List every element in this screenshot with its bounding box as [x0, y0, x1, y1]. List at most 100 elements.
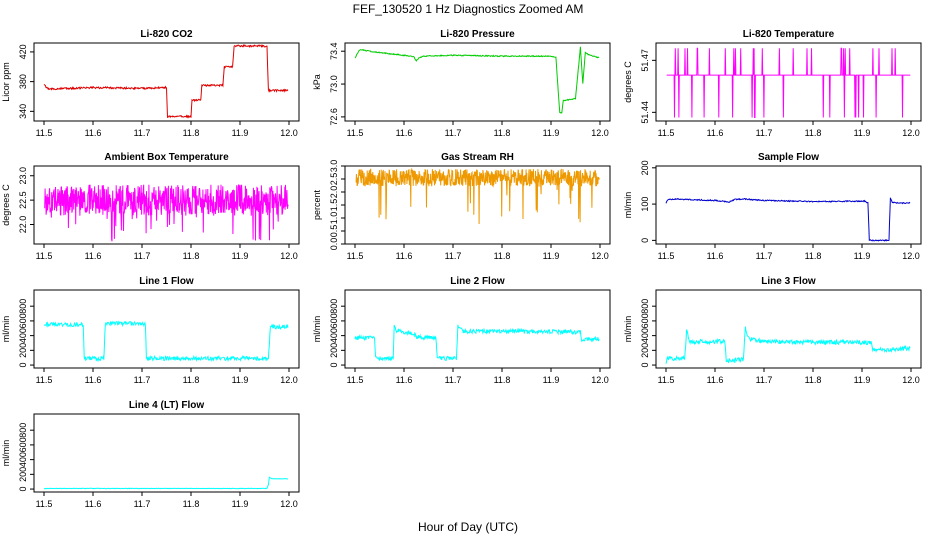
panel-title: Li-820 CO2	[140, 29, 193, 40]
series-line	[665, 197, 911, 242]
series-line	[666, 47, 911, 118]
y-tick-label: 340	[18, 104, 28, 119]
panel-title: Li-820 Temperature	[743, 29, 835, 40]
x-tick-label: 11.9	[543, 251, 560, 261]
x-tick-label: 11.8	[183, 499, 200, 509]
y-tick-label: 0	[18, 487, 28, 492]
y-tick-label: 200	[640, 343, 650, 358]
y-tick-label: 600	[640, 313, 650, 328]
x-tick-label: 11.9	[543, 375, 560, 385]
x-tick-label: 11.5	[658, 128, 675, 138]
y-tick-label: 600	[329, 313, 339, 328]
x-tick-label: 11.5	[347, 251, 364, 261]
y-tick-label: 1.0	[329, 212, 339, 225]
plot-frame	[33, 165, 300, 245]
panel-grid: Li-820 CO2 Licor ppm 340 380 420 11.5 11.6 11.7…	[1, 29, 922, 509]
x-tick-label: 11.8	[805, 375, 822, 385]
y-tick-label: 200	[640, 160, 650, 175]
y-tick-label: 400	[18, 452, 28, 467]
y-tick-label: 51.47	[640, 49, 650, 72]
y-axis-label: ml/min	[623, 316, 633, 343]
x-tick-label: 11.6	[396, 128, 413, 138]
plot-frame	[655, 42, 922, 122]
y-tick-label: 2.0	[329, 186, 339, 199]
plot-frame	[344, 289, 611, 369]
x-tick-label: 11.8	[805, 128, 822, 138]
x-tick-label: 11.5	[36, 251, 53, 261]
x-tick-label: 11.9	[232, 375, 249, 385]
plot-frame	[344, 42, 611, 122]
x-tick-label: 11.8	[494, 251, 511, 261]
plot-frame	[655, 165, 922, 245]
y-tick-label: 0	[640, 363, 650, 368]
y-tick-label: 400	[640, 328, 650, 343]
x-tick-label: 11.6	[85, 375, 102, 385]
plot-frame	[33, 289, 300, 369]
x-tick-label: 11.5	[36, 499, 53, 509]
y-axis-label: kPa	[312, 74, 322, 90]
x-tick-label: 11.5	[36, 128, 53, 138]
x-tick-label: 12.0	[902, 128, 920, 138]
x-tick-label: 11.7	[134, 499, 151, 509]
x-tick-label: 11.6	[396, 251, 413, 261]
y-tick-label: 0	[640, 238, 650, 243]
x-tick-label: 11.8	[183, 375, 200, 385]
plot-frame	[33, 42, 300, 122]
x-tick-label: 12.0	[280, 128, 298, 138]
series-line	[354, 324, 600, 362]
x-tick-label: 11.6	[85, 251, 102, 261]
plot-frame	[655, 289, 922, 369]
y-tick-label: 800	[329, 299, 339, 314]
y-tick-label: 1.5	[329, 199, 339, 212]
x-tick-label: 12.0	[591, 128, 609, 138]
panel-4: Gas Stream RH percent 0.00.51.01.52.02.53.…	[312, 152, 611, 261]
panel-title: Line 3 Flow	[761, 276, 816, 287]
series-line	[354, 46, 600, 114]
y-tick-label: 400	[18, 328, 28, 343]
x-tick-label: 11.9	[854, 128, 871, 138]
x-tick-label: 11.9	[232, 251, 249, 261]
plot-frame	[33, 413, 300, 493]
y-axis-label: ml/min	[1, 316, 11, 343]
series-line	[355, 167, 600, 225]
x-tick-label: 11.5	[658, 375, 675, 385]
x-tick-label: 11.5	[347, 128, 364, 138]
panel-title: Gas Stream RH	[441, 152, 514, 163]
series-line	[43, 476, 289, 490]
y-axis-label: percent	[312, 189, 322, 220]
y-tick-label: 200	[329, 343, 339, 358]
y-tick-label: 800	[640, 299, 650, 314]
y-tick-label: 800	[18, 299, 28, 314]
panel-3: Ambient Box Temperature degrees C 22.0 22.5…	[1, 152, 300, 261]
y-tick-label: 2.5	[329, 173, 339, 186]
y-tick-label: 22.0	[18, 216, 28, 234]
y-tick-label: 72.6	[329, 108, 339, 126]
x-tick-label: 12.0	[591, 251, 609, 261]
x-tick-label: 11.7	[134, 375, 151, 385]
y-tick-label: 800	[18, 423, 28, 438]
panel-title: Line 2 Flow	[450, 276, 505, 287]
y-tick-label: 600	[18, 437, 28, 452]
y-tick-label: 3.0	[329, 160, 339, 173]
x-tick-label: 11.7	[756, 251, 773, 261]
panel-title: Sample Flow	[758, 152, 819, 163]
y-tick-label: 0.5	[329, 225, 339, 238]
y-tick-label: 600	[18, 313, 28, 328]
x-tick-label: 12.0	[591, 375, 609, 385]
series-line	[665, 326, 911, 364]
y-axis-label: degrees C	[1, 184, 11, 226]
series-line	[44, 183, 289, 242]
x-tick-label: 11.7	[445, 251, 462, 261]
series-line	[43, 43, 289, 119]
x-tick-label: 11.8	[183, 251, 200, 261]
panel-1: Li-820 Pressure kPa 72.6 73.0 73.4 11.5 11.6 11…	[312, 29, 611, 138]
x-tick-label: 11.7	[134, 251, 151, 261]
y-tick-label: 200	[18, 343, 28, 358]
x-tick-label: 11.9	[854, 375, 871, 385]
x-tick-label: 11.5	[347, 375, 364, 385]
y-axis-label: Licor ppm	[1, 62, 11, 102]
